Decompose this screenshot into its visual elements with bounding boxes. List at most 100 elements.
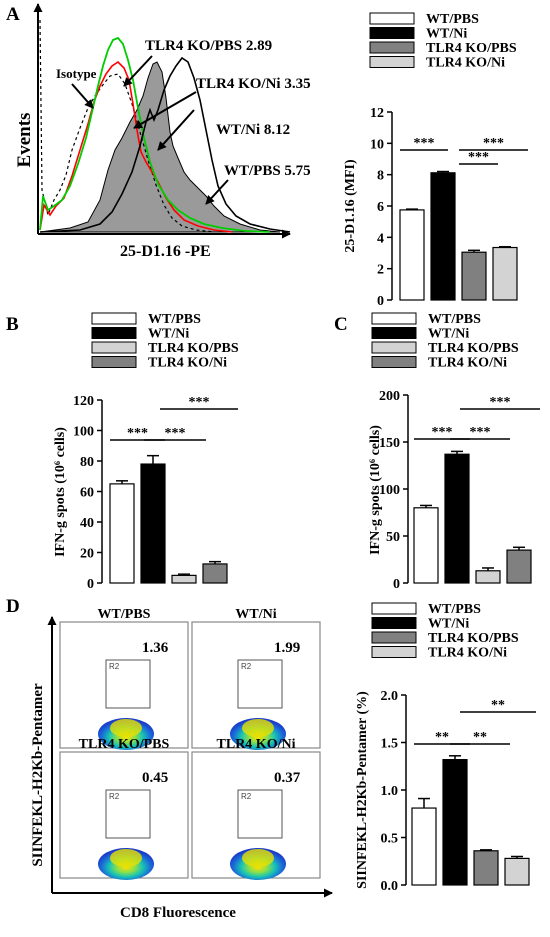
y-tick-label-a: 6 <box>377 200 384 215</box>
y-tick-label-c: 50 <box>386 530 400 545</box>
y-axis-label-b: IFN-g spots (10⁶ cells) <box>53 427 68 557</box>
legend-label-c-2: TLR4 KO/PBS <box>428 341 519 356</box>
panel-label-a: A <box>6 4 20 25</box>
flow-plot-2: R2 0.45 TLR4 KO/PBS <box>59 737 189 880</box>
significance-label-d-1: ** <box>473 730 487 745</box>
gate-r2 <box>105 789 151 839</box>
arrow-wt-pbs <box>205 179 229 205</box>
y-tick-label-a: 8 <box>377 169 384 184</box>
flow-plot-0: R2 1.36 WT/PBS <box>59 607 189 750</box>
y-tick-label-b: 40 <box>80 516 94 531</box>
y-tick-label-a: 2 <box>377 263 384 278</box>
legend-swatch-c-3 <box>371 356 417 368</box>
bar-c-0 <box>413 507 439 584</box>
bar-b-1 <box>140 463 166 584</box>
flow-cytometry-grid: SIINFEKL-H2Kb-Pentamer CD8 Fluorescence … <box>30 607 333 921</box>
significance-label-c-1: *** <box>470 425 491 440</box>
y-tick-label-d: 1.5 <box>381 737 399 752</box>
annotation-tlr4-pbs: TLR4 KO/PBS 2.89 <box>145 38 272 54</box>
significance-label-a-0: *** <box>414 136 435 151</box>
legend-label-b-1: WT/Ni <box>148 327 189 342</box>
bar-a-3 <box>492 246 518 301</box>
y-tick-label-a: 12 <box>370 106 384 121</box>
legend-swatch-d-0 <box>371 602 417 615</box>
y-tick-label-d: 2.0 <box>381 689 399 704</box>
legend-label-d-0: WT/PBS <box>428 602 481 617</box>
significance-label-c-2: *** <box>490 395 511 410</box>
histogram-wt-ni <box>39 56 291 233</box>
annotation-isotype: Isotype <box>56 66 97 81</box>
event-cluster-core <box>110 719 142 737</box>
flow-plot-3: R2 0.37 TLR4 KO/Ni <box>191 737 321 880</box>
gate-label: R2 <box>109 662 120 671</box>
legend-label-d-2: TLR4 KO/PBS <box>428 631 519 646</box>
event-cluster-core <box>110 849 142 867</box>
flow-percent: 1.99 <box>274 640 300 656</box>
legend-swatch-d-1 <box>371 617 417 629</box>
panel-label-c: C <box>334 314 348 335</box>
legend-label-a-3: TLR4 KO/Ni <box>426 56 505 71</box>
bar-a-1 <box>430 172 456 301</box>
legend-label-d-3: TLR4 KO/Ni <box>428 646 507 661</box>
legend-swatch-d-3 <box>371 646 417 658</box>
gate-r2 <box>237 659 283 709</box>
y-tick-label-b: 0 <box>87 577 94 592</box>
gate-r2 <box>237 789 283 839</box>
y-tick-label-a: 4 <box>377 231 384 246</box>
histogram-tlr4-pbs <box>39 36 271 233</box>
y-axis-label-a: 25-D1.16 (MFI) <box>343 159 358 253</box>
histogram-y-label: Events <box>14 113 35 168</box>
gate-label: R2 <box>241 792 252 801</box>
significance-label-b-1: *** <box>165 426 186 441</box>
legend-label-c-3: TLR4 KO/Ni <box>428 356 507 371</box>
y-tick-label-d: 0.0 <box>381 879 399 894</box>
legend-swatch-b-1 <box>91 327 137 339</box>
y-tick-label-c: 200 <box>379 389 400 404</box>
legend-swatch-d-2 <box>371 631 417 644</box>
significance-label-a-1: *** <box>468 150 489 165</box>
arrow-wt-ni <box>157 109 195 151</box>
annotation-wt-ni: WT/Ni 8.12 <box>216 122 290 138</box>
event-cluster-core <box>242 719 274 737</box>
legend-label-c-1: WT/Ni <box>428 327 469 342</box>
bar-b-3 <box>202 563 228 584</box>
legend-label-b-2: TLR4 KO/PBS <box>148 341 239 356</box>
legend-swatch-a-1 <box>369 27 415 39</box>
legend-swatch-a-0 <box>369 12 415 25</box>
gate-label: R2 <box>109 792 120 801</box>
legend-label-a-2: TLR4 KO/PBS <box>426 41 517 56</box>
y-tick-label-c: 100 <box>379 483 400 498</box>
y-tick-label-a: 10 <box>370 137 384 152</box>
legend-swatch-b-0 <box>91 312 137 325</box>
y-tick-label-b: 100 <box>73 425 94 440</box>
arrow-tlr4-ni <box>133 91 197 129</box>
legend-label-a-1: WT/Ni <box>426 27 467 42</box>
histogram-x-label: 25-D1.16 -PE <box>120 243 211 260</box>
flow-plot-1: R2 1.99 WT/Ni <box>191 607 321 750</box>
flow-percent: 0.45 <box>142 770 168 786</box>
legend-label-b-3: TLR4 KO/Ni <box>148 356 227 371</box>
bar-d-3 <box>504 857 530 886</box>
y-tick-label-a: 0 <box>377 294 384 309</box>
bar-c-1 <box>444 453 470 584</box>
y-tick-label-d: 0.5 <box>381 832 399 847</box>
y-tick-label-c: 150 <box>379 436 400 451</box>
legend-label-a-0: WT/PBS <box>426 12 479 27</box>
annotation-tlr4-ni: TLR4 KO/Ni 3.35 <box>196 76 311 92</box>
y-tick-label-b: 80 <box>80 455 94 470</box>
histogram-isotype <box>39 19 215 233</box>
significance-label-c-0: *** <box>432 425 453 440</box>
flow-plot-title: WT/PBS <box>98 607 151 622</box>
flow-y-label: SIINFEKL-H2Kb-Pentamer <box>30 683 46 867</box>
bar-a-2 <box>461 251 487 301</box>
gate-label: R2 <box>241 662 252 671</box>
legend-swatch-b-2 <box>91 341 137 354</box>
annotation-wt-pbs: WT/PBS 5.75 <box>224 163 311 179</box>
bar-c-3 <box>506 549 532 584</box>
legend-label-d-1: WT/Ni <box>428 617 469 632</box>
arrow-isotype <box>71 83 94 109</box>
